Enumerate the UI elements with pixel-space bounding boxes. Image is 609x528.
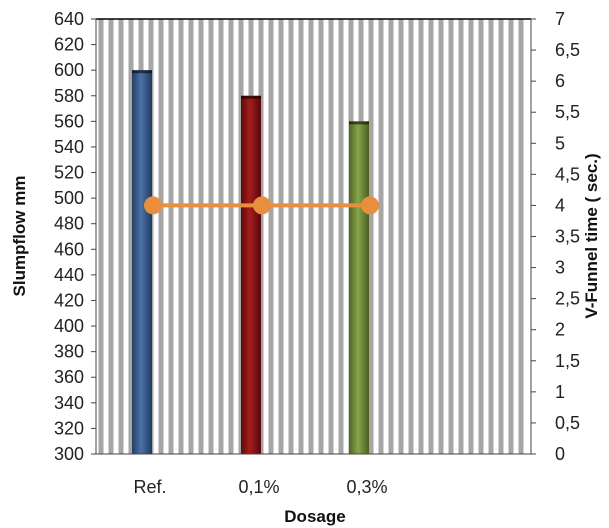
right-tick-label: 6,5 <box>555 40 580 60</box>
left-tick-label: 360 <box>54 367 84 387</box>
left-tick-label: 300 <box>54 444 84 464</box>
left-tick-label: 640 <box>54 9 84 29</box>
axes <box>91 18 536 455</box>
left-tick-label: 480 <box>54 214 84 234</box>
right-tick-label: 3 <box>555 258 565 278</box>
right-tick-label: 0,5 <box>555 413 580 433</box>
line-series <box>144 196 379 215</box>
tick-labels: 3003203403603804004204404604805005205405… <box>54 9 580 497</box>
y-axis-title: Slumpflow mm <box>10 176 29 297</box>
category-label: 0,1% <box>238 477 279 497</box>
left-tick-label: 560 <box>54 111 84 131</box>
right-tick-label: 4 <box>555 195 565 215</box>
left-tick-label: 520 <box>54 163 84 183</box>
left-tick-label: 540 <box>54 137 84 157</box>
left-tick-label: 460 <box>54 239 84 259</box>
left-tick-label: 620 <box>54 35 84 55</box>
left-tick-label: 400 <box>54 316 84 336</box>
bar-1 <box>241 95 261 454</box>
left-tick-label: 420 <box>54 290 84 310</box>
bar-cap-0 <box>132 70 152 74</box>
category-label: Ref. <box>133 477 166 497</box>
right-tick-label: 5 <box>555 133 565 153</box>
line-point-0 <box>144 196 162 215</box>
x-axis-title: Dosage <box>284 507 345 526</box>
line-point-1 <box>253 196 271 215</box>
right-tick-label: 1,5 <box>555 351 580 371</box>
bar-cap-2 <box>349 121 369 125</box>
line-point-2 <box>361 196 379 215</box>
right-tick-label: 5,5 <box>555 102 580 122</box>
right-tick-label: 3,5 <box>555 227 580 247</box>
grid-lines <box>98 19 524 454</box>
left-tick-label: 600 <box>54 60 84 80</box>
right-tick-label: 4,5 <box>555 164 580 184</box>
right-tick-label: 7 <box>555 9 565 29</box>
right-tick-label: 2 <box>555 320 565 340</box>
category-label: 0,3% <box>346 477 387 497</box>
bar-cap-1 <box>241 95 261 99</box>
right-tick-label: 1 <box>555 382 565 402</box>
right-tick-label: 0 <box>555 444 565 464</box>
right-tick-label: 2,5 <box>555 289 580 309</box>
left-tick-label: 340 <box>54 393 84 413</box>
left-tick-label: 440 <box>54 265 84 285</box>
right-tick-label: 6 <box>555 71 565 91</box>
left-tick-label: 320 <box>54 418 84 438</box>
y2-axis-title: V-Funnel time ( sec.) <box>582 153 601 318</box>
left-tick-label: 580 <box>54 86 84 106</box>
bar-2 <box>349 121 369 455</box>
left-tick-label: 380 <box>54 342 84 362</box>
left-tick-label: 500 <box>54 188 84 208</box>
bar-0 <box>132 70 152 455</box>
